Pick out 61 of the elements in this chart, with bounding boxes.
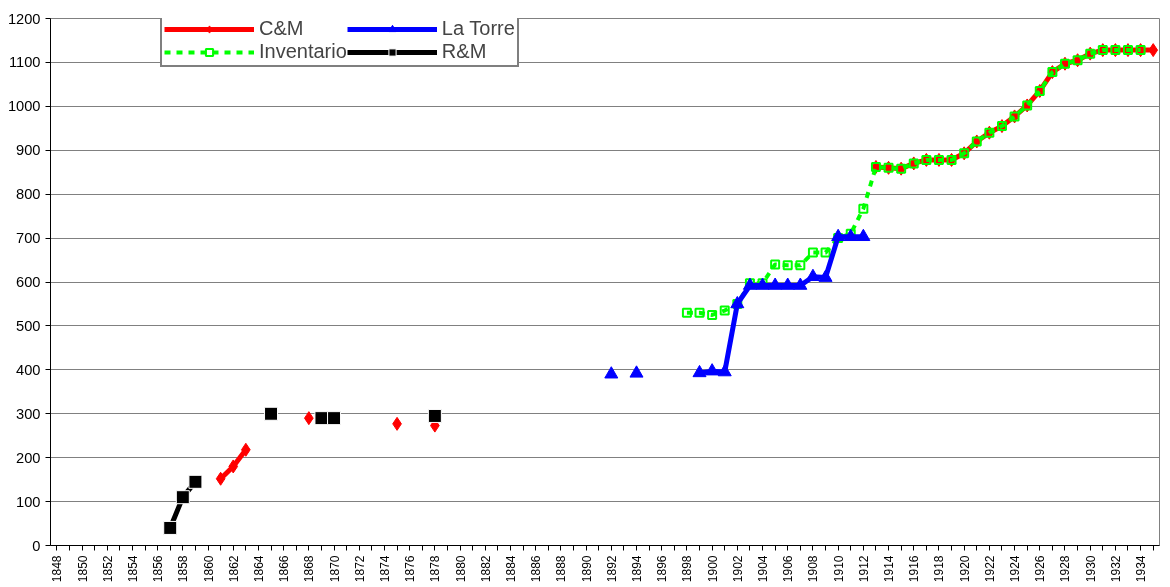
x-tick-label: 1870 (327, 555, 342, 583)
y-tick-label: 100 (16, 493, 41, 510)
x-tick-label: 1864 (251, 555, 266, 583)
x-tick-label: 1910 (831, 555, 846, 583)
y-tick-label: 1200 (7, 10, 41, 27)
x-tick-label: 1890 (579, 555, 594, 583)
x-tick-label: 1906 (781, 555, 796, 583)
legend-label: La Torre (441, 17, 515, 40)
x-tick-label: 1928 (1058, 555, 1073, 583)
x-tick-label: 1926 (1033, 555, 1048, 583)
x-tick-label: 1896 (655, 555, 670, 583)
x-tick-label: 1866 (277, 555, 292, 583)
x-tick-label: 1934 (1134, 555, 1149, 583)
legend-label: C&M (259, 17, 304, 40)
x-tick-label: 1888 (554, 555, 569, 583)
x-tick-label: 1904 (756, 555, 771, 583)
x-tick-label: 1878 (428, 555, 443, 583)
y-tick-label: 600 (16, 274, 41, 290)
x-tick-label: 1894 (630, 555, 645, 583)
x-tick-label: 1912 (856, 555, 871, 583)
x-tick-label: 1922 (982, 555, 997, 583)
x-tick-label: 1892 (604, 555, 619, 583)
x-tick-label: 1862 (226, 555, 241, 583)
x-tick-label: 1874 (377, 555, 392, 583)
x-tick-label: 1932 (1108, 555, 1123, 583)
x-tick-label: 1852 (100, 555, 115, 583)
x-tick-label: 1848 (50, 555, 65, 583)
x-tick-label: 1902 (730, 555, 745, 583)
x-tick-label: 1900 (705, 555, 720, 583)
y-tick-label: 300 (16, 405, 41, 422)
y-tick-label: 900 (16, 142, 41, 159)
x-tick-label: 1850 (75, 555, 90, 583)
x-tick-label: 1898 (680, 555, 695, 583)
y-tick-label: 1100 (8, 54, 41, 71)
x-tick-label: 1914 (882, 555, 897, 583)
y-tick-label: 200 (16, 449, 41, 466)
x-tick-label: 1860 (201, 555, 216, 583)
legend-label: Inventario (259, 40, 347, 63)
x-tick-label: 1930 (1083, 555, 1098, 583)
y-tick-label: 800 (16, 186, 41, 203)
x-tick-label: 1886 (529, 555, 544, 583)
y-tick-label: 1000 (7, 98, 41, 115)
x-tick-label: 1916 (907, 555, 922, 583)
x-tick-label: 1884 (503, 555, 518, 583)
y-tick-label: 700 (16, 230, 41, 247)
x-tick-label: 1924 (1008, 555, 1023, 583)
x-tick-label: 1918 (932, 555, 947, 583)
y-tick-label: 400 (16, 361, 41, 378)
y-tick-label: 0 (32, 537, 41, 554)
x-tick-label: 1920 (957, 555, 972, 583)
x-tick-label: 1882 (478, 555, 493, 583)
x-tick-label: 1854 (125, 555, 140, 583)
y-tick-label: 500 (16, 317, 41, 334)
x-tick-label: 1856 (151, 555, 166, 583)
x-tick-label: 1876 (403, 555, 418, 583)
legend-label: R&M (441, 40, 487, 63)
x-tick-label: 1858 (176, 555, 191, 583)
x-tick-label: 1880 (453, 555, 468, 583)
x-tick-label: 1872 (352, 555, 367, 583)
x-tick-label: 1868 (302, 555, 317, 583)
x-tick-label: 1908 (806, 555, 821, 583)
